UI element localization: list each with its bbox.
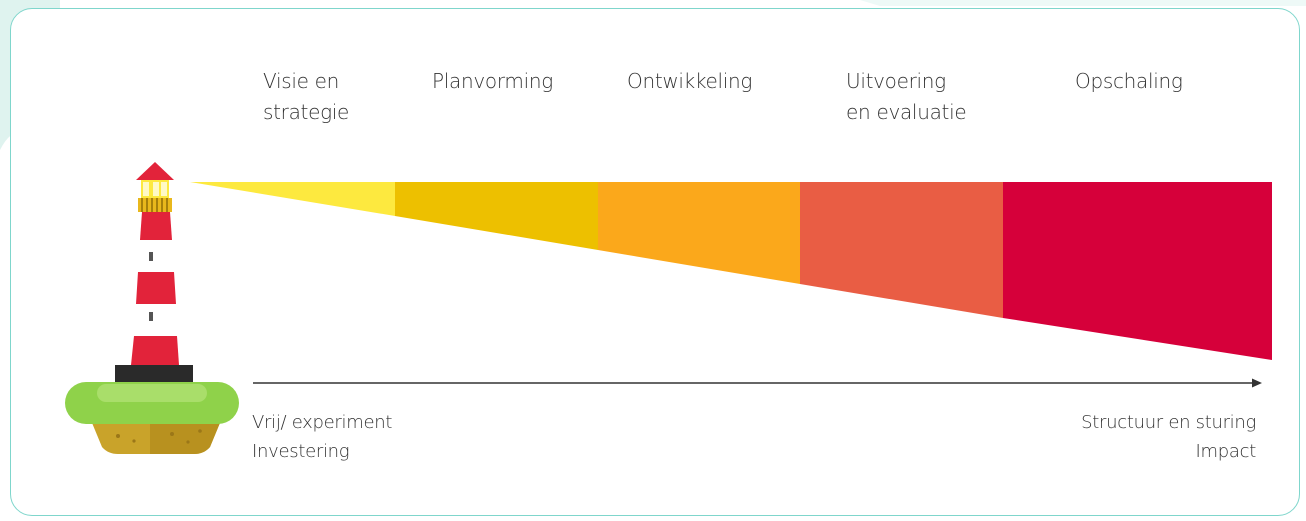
wedge-segment-uitvoering bbox=[800, 182, 1003, 318]
axis-left-bottom-label: Investering bbox=[252, 441, 350, 462]
lighthouse-icon bbox=[65, 162, 239, 454]
stage-label-ontwikkeling: Ontwikkeling bbox=[627, 69, 753, 93]
axis-right-bottom-label: Impact bbox=[1195, 441, 1257, 462]
stage-label-planvorming: Planvorming bbox=[432, 69, 553, 93]
wedge-segment-opschaling bbox=[1003, 182, 1272, 360]
wedge-segment-planvorming bbox=[395, 182, 598, 250]
axis-right-top-label: Structuur en sturing bbox=[1081, 412, 1256, 433]
axis-left-top-label: Vrij/ experiment bbox=[252, 412, 393, 433]
wedge-segment-ontwikkeling bbox=[598, 182, 800, 284]
stage-label-visie: Visie en strategie bbox=[263, 69, 350, 124]
axis-arrow bbox=[253, 378, 1262, 388]
stage-label-uitvoering: Uitvoering en evaluatie bbox=[846, 69, 967, 124]
wedge-segment-visie bbox=[190, 182, 395, 216]
stage-label-opschaling: Opschaling bbox=[1075, 69, 1183, 93]
